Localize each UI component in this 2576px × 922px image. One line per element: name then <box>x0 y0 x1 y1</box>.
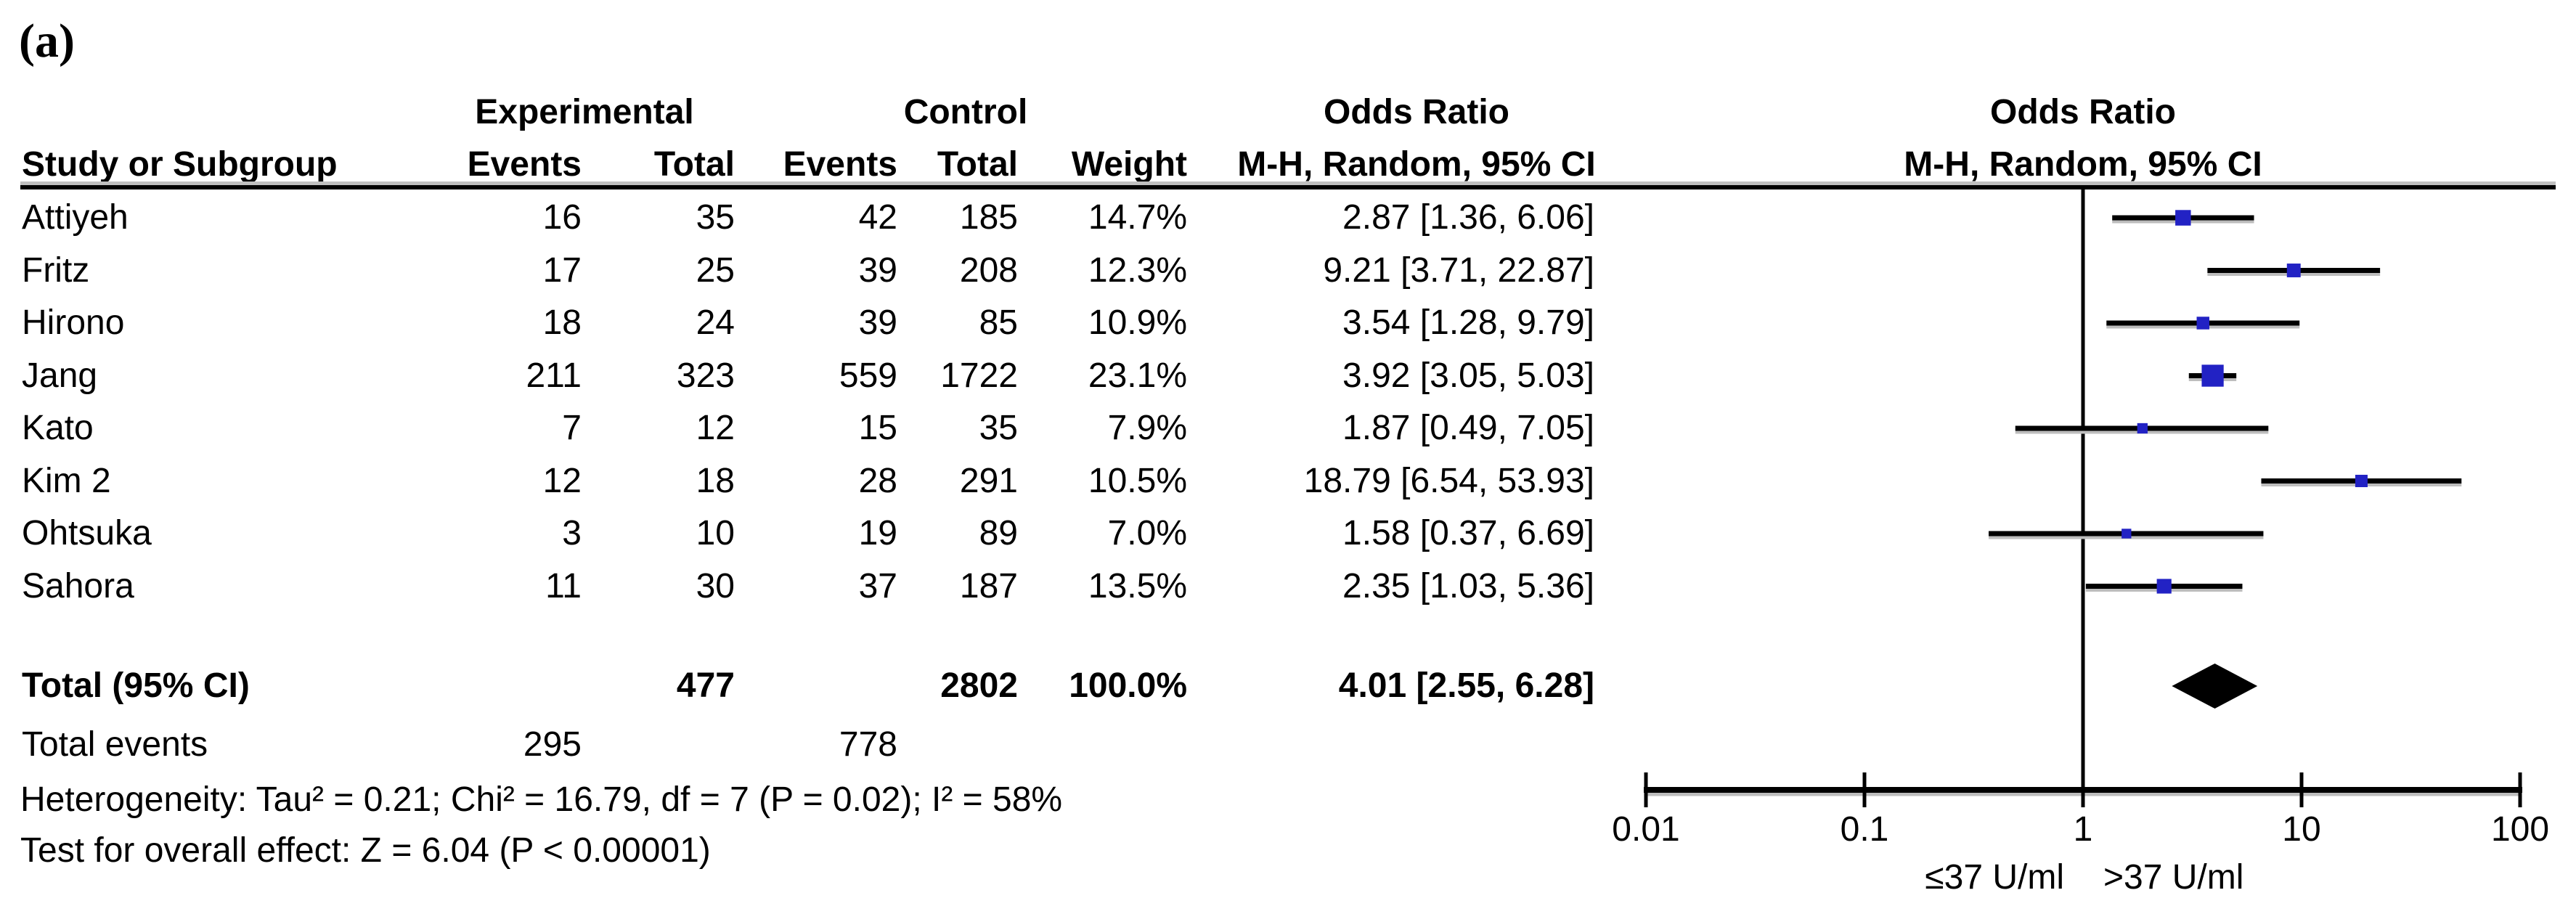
summary-diamond <box>2172 664 2258 709</box>
total-events-label: Total events <box>22 725 208 764</box>
col-header-mh-plot: M-H, Random, 95% CI <box>1904 145 2262 184</box>
exp-total: 323 <box>676 356 735 395</box>
total-row-exp-total: 477 <box>676 666 735 705</box>
heterogeneity-text: Heterogeneity: Tau² = 0.21; Chi² = 16.79… <box>20 780 1063 819</box>
weight: 14.7% <box>1088 198 1187 237</box>
ctl-events: 39 <box>858 250 897 290</box>
study-name: Kim 2 <box>22 461 111 500</box>
ctl-total: 187 <box>959 566 1018 605</box>
or-marker <box>2286 264 2301 277</box>
exp-events: 3 <box>562 514 582 552</box>
ctl-total: 85 <box>979 303 1018 342</box>
ctl-total: 185 <box>959 198 1018 237</box>
study-name: Fritz <box>22 250 90 290</box>
or-marker <box>2355 474 2368 488</box>
exp-total: 18 <box>696 461 735 500</box>
col-header-exp-events: Events <box>467 145 582 184</box>
total-row-weight: 100.0% <box>1069 666 1187 705</box>
exp-total: 25 <box>696 250 735 290</box>
col-header-ctl-events: Events <box>783 145 897 184</box>
col-header-ctl-total: Total <box>937 145 1018 184</box>
or-ci-text: 2.87 [1.36, 6.06] <box>1342 198 1594 237</box>
axis-tick-label: 0.01 <box>1612 810 1679 849</box>
col-header-mh-table: M-H, Random, 95% CI <box>1237 145 1596 184</box>
or-marker <box>2175 210 2191 226</box>
exp-events: 12 <box>542 461 582 500</box>
ctl-total: 89 <box>979 514 1018 552</box>
col-header-study: Study or Subgroup <box>22 145 338 184</box>
or-ci-text: 3.54 [1.28, 9.79] <box>1342 303 1594 342</box>
axis-tick-label: 1 <box>2074 810 2093 849</box>
axis-sublabel-left: ≤37 U/ml <box>1925 858 2064 897</box>
or-ci-text: 3.92 [3.05, 5.03] <box>1342 356 1594 395</box>
total-row-or: 4.01 [2.55, 6.28] <box>1338 666 1594 705</box>
exp-events: 17 <box>542 250 582 290</box>
or-ci-text: 2.35 [1.03, 5.36] <box>1342 566 1594 605</box>
group-header-control: Control <box>903 93 1028 131</box>
axis-tick-label: 0.1 <box>1841 810 1889 849</box>
weight: 10.9% <box>1088 303 1187 342</box>
or-ci-text: 9.21 [3.71, 22.87] <box>1323 250 1594 290</box>
study-name: Hirono <box>22 303 125 342</box>
exp-events: 7 <box>562 409 582 447</box>
ctl-events: 42 <box>858 198 897 237</box>
ctl-events: 15 <box>858 409 897 447</box>
axis-sublabel-right: >37 U/ml <box>2103 858 2243 897</box>
ctl-total: 208 <box>959 250 1018 290</box>
axis-tick-label: 100 <box>2491 810 2549 849</box>
ctl-total: 35 <box>979 409 1018 447</box>
exp-total: 10 <box>696 514 735 552</box>
exp-events: 18 <box>542 303 582 342</box>
study-name: Kato <box>22 409 94 447</box>
study-name: Attiyeh <box>22 198 129 237</box>
exp-total: 30 <box>696 566 735 605</box>
weight: 7.9% <box>1107 409 1187 447</box>
or-marker <box>2201 364 2224 387</box>
weight: 23.1% <box>1088 356 1187 395</box>
exp-events: 211 <box>526 356 582 395</box>
weight: 7.0% <box>1107 514 1187 552</box>
ctl-total: 1722 <box>940 356 1018 395</box>
or-ci-text: 1.58 [0.37, 6.69] <box>1342 514 1594 552</box>
or-ci-text: 1.87 [0.49, 7.05] <box>1342 409 1594 447</box>
axis-tick-label: 10 <box>2282 810 2320 849</box>
exp-total: 24 <box>696 303 735 342</box>
group-header-experimental: Experimental <box>475 93 694 131</box>
overall-effect-text: Test for overall effect: Z = 6.04 (P < 0… <box>20 831 711 870</box>
group-header-odds-ratio-plot: Odds Ratio <box>1989 93 2177 131</box>
ctl-events: 39 <box>858 303 897 342</box>
figure-label: (a) <box>19 15 75 68</box>
study-name: Ohtsuka <box>22 514 152 552</box>
weight: 10.5% <box>1088 461 1187 500</box>
weight: 13.5% <box>1088 566 1187 605</box>
header-rule <box>20 185 2556 189</box>
group-header-odds-ratio-table: Odds Ratio <box>1323 93 1510 131</box>
or-marker <box>2196 317 2209 330</box>
total-events-ctl: 778 <box>839 725 897 764</box>
total-events-exp: 295 <box>523 725 582 764</box>
study-name: Jang <box>22 356 98 395</box>
total-row-label: Total (95% CI) <box>22 666 250 705</box>
header-rule-shadow <box>20 181 2556 185</box>
total-row-ctl-total: 2802 <box>940 666 1018 705</box>
exp-total: 35 <box>696 198 735 237</box>
exp-events: 16 <box>542 198 582 237</box>
study-name: Sahora <box>22 566 134 605</box>
col-header-weight: Weight <box>1071 145 1187 184</box>
or-marker <box>2121 529 2132 539</box>
ctl-events: 37 <box>858 566 897 605</box>
or-ci-text: 18.79 [6.54, 53.93] <box>1303 461 1594 500</box>
or-marker <box>2137 423 2148 434</box>
ctl-events: 559 <box>839 356 897 395</box>
ctl-total: 291 <box>959 461 1018 500</box>
ctl-events: 19 <box>858 514 897 552</box>
exp-total: 12 <box>696 409 735 447</box>
ctl-events: 28 <box>858 461 897 500</box>
or-marker <box>2156 579 2172 594</box>
col-header-exp-total: Total <box>653 145 735 184</box>
weight: 12.3% <box>1088 250 1187 290</box>
exp-events: 11 <box>545 566 582 605</box>
